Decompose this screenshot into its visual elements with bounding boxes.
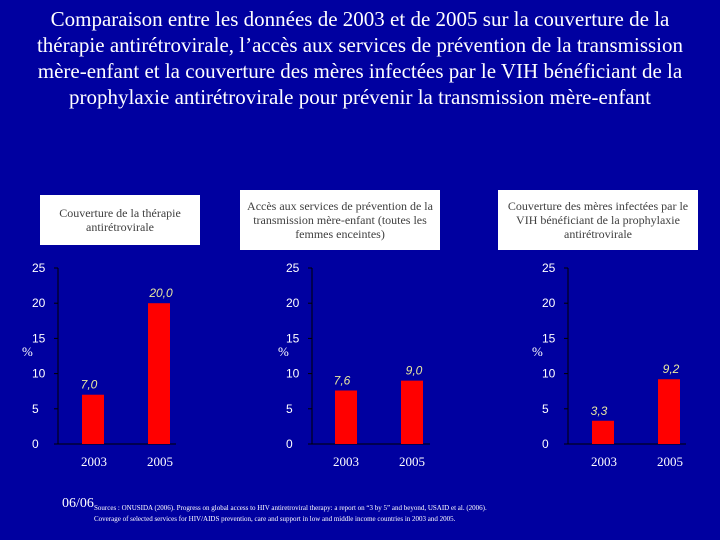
y-tick-label: 15 bbox=[32, 331, 46, 345]
chart-title-mothers-prophylaxis: Couverture des mères infectées par le VI… bbox=[498, 190, 698, 250]
y-axis-label: % bbox=[532, 344, 543, 359]
data-label: 7,6 bbox=[334, 373, 351, 387]
footer-date: 06/06 bbox=[62, 496, 94, 511]
y-tick-label: 20 bbox=[32, 296, 46, 310]
y-tick-label: 5 bbox=[32, 402, 39, 416]
y-tick-label: 0 bbox=[542, 437, 549, 451]
data-label: 3,3 bbox=[591, 404, 608, 418]
bar-2005 bbox=[148, 303, 170, 444]
y-tick-label: 10 bbox=[542, 367, 556, 381]
x-tick-label: 2005 bbox=[657, 454, 683, 469]
chart-title-pmtct-access: Accès aux services de prévention de la t… bbox=[240, 190, 440, 250]
data-label: 7,0 bbox=[81, 378, 98, 392]
source-line-1: Sources : ONUSIDA (2006). Progress on gl… bbox=[94, 504, 487, 512]
data-label: 20,0 bbox=[148, 286, 173, 300]
x-tick-label: 2005 bbox=[147, 454, 173, 469]
y-tick-label: 10 bbox=[286, 367, 300, 381]
bar-2003 bbox=[82, 394, 104, 444]
y-tick-label: 25 bbox=[32, 261, 46, 275]
bar-2005 bbox=[401, 380, 423, 444]
y-tick-label: 0 bbox=[286, 437, 293, 451]
y-tick-label: 5 bbox=[286, 402, 293, 416]
y-tick-label: 5 bbox=[542, 402, 549, 416]
bar-2005 bbox=[658, 379, 680, 444]
y-tick-label: 15 bbox=[542, 331, 556, 345]
x-tick-label: 2003 bbox=[591, 454, 617, 469]
page-title: Comparaison entre les données de 2003 et… bbox=[36, 7, 684, 109]
x-tick-label: 2003 bbox=[333, 454, 359, 469]
y-axis-label: % bbox=[22, 344, 33, 359]
data-label: 9,2 bbox=[663, 362, 680, 376]
y-tick-label: 25 bbox=[286, 261, 300, 275]
y-tick-label: 10 bbox=[32, 367, 46, 381]
bar-2003 bbox=[335, 390, 357, 444]
data-label: 9,0 bbox=[406, 364, 423, 378]
y-tick-label: 20 bbox=[286, 296, 300, 310]
y-tick-label: 25 bbox=[542, 261, 556, 275]
source-line-2: Coverage of selected services for HIV/AI… bbox=[94, 515, 456, 523]
y-axis-label: % bbox=[278, 344, 289, 359]
x-tick-label: 2005 bbox=[399, 454, 425, 469]
y-tick-label: 20 bbox=[542, 296, 556, 310]
footer-sources: Sources : ONUSIDA (2006). Progress on gl… bbox=[94, 503, 694, 525]
x-tick-label: 2003 bbox=[81, 454, 107, 469]
y-tick-label: 15 bbox=[286, 331, 300, 345]
chart-title-arv-coverage: Couverture de la thérapie antirétroviral… bbox=[40, 195, 200, 245]
bar-2003 bbox=[592, 420, 614, 444]
y-tick-label: 0 bbox=[32, 437, 39, 451]
